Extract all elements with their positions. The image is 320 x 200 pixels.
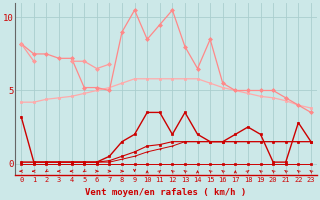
X-axis label: Vent moyen/en rafales ( km/h ): Vent moyen/en rafales ( km/h ) — [85, 188, 247, 197]
